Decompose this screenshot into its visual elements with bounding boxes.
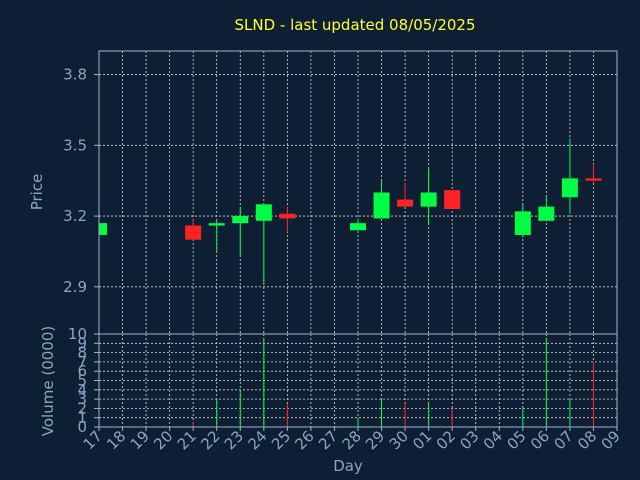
volume-tick-label: 10 xyxy=(68,325,87,343)
x-tick-label: 24 xyxy=(244,427,270,453)
price-axis-ticks: 2.9 3.2 3.5 3.8 xyxy=(63,66,99,296)
x-tick-label: 02 xyxy=(433,427,459,453)
price-axis-label: Price xyxy=(28,174,46,211)
candle-body xyxy=(585,178,602,181)
x-tick-label: 04 xyxy=(480,427,506,453)
volume-bars xyxy=(192,338,594,427)
candle-body xyxy=(397,199,414,207)
x-tick-label: 05 xyxy=(503,427,529,453)
candle-body xyxy=(99,223,107,235)
volume-tick-label: 9 xyxy=(77,334,87,352)
chart-title: SLND - last updated 08/05/2025 xyxy=(234,16,475,34)
x-tick-label: 27 xyxy=(315,427,341,453)
x-tick-label: 09 xyxy=(598,427,624,453)
candle-body xyxy=(255,204,272,221)
x-tick-label: 08 xyxy=(574,427,600,453)
price-tick-label: 3.8 xyxy=(63,66,87,84)
price-tick-label: 3.5 xyxy=(63,136,87,154)
x-tick-label: 25 xyxy=(268,427,294,453)
volume-tick-label: 7 xyxy=(77,353,87,371)
volume-tick-label: 3 xyxy=(77,390,87,408)
candle-body xyxy=(420,192,437,207)
price-tick-label: 3.2 xyxy=(63,207,87,225)
x-tick-label: 28 xyxy=(339,427,365,453)
volume-tick-label: 6 xyxy=(77,362,87,380)
volume-tick-label: 0 xyxy=(77,418,87,436)
x-tick-label: 26 xyxy=(292,427,318,453)
candle-body xyxy=(444,190,461,210)
price-grid xyxy=(99,51,617,334)
x-tick-label: 07 xyxy=(551,427,577,453)
candle-body xyxy=(350,223,366,231)
x-tick-label: 06 xyxy=(527,427,553,453)
x-tick-label: 03 xyxy=(456,427,482,453)
volume-tick-label: 5 xyxy=(77,372,87,390)
candle-body xyxy=(185,225,202,240)
volume-tick-label: 4 xyxy=(77,381,87,399)
x-tick-label: 22 xyxy=(197,427,223,453)
volume-tick-label: 8 xyxy=(77,344,87,362)
x-tick-label: 01 xyxy=(409,427,435,453)
x-tick-label: 23 xyxy=(221,427,247,453)
x-tick-label: 30 xyxy=(386,427,412,453)
volume-grid xyxy=(99,334,617,427)
candle-body xyxy=(208,223,225,226)
candle-body xyxy=(373,192,390,219)
x-tick-label: 19 xyxy=(127,427,153,453)
candle-body xyxy=(561,178,578,198)
volume-tick-label: 2 xyxy=(77,399,87,417)
x-axis-ticks: 1718192021222324252627282930010203040506… xyxy=(80,427,624,453)
x-tick-label: 18 xyxy=(103,427,129,453)
candles xyxy=(98,138,602,285)
candle-body xyxy=(232,216,249,224)
candle-body xyxy=(514,211,531,235)
candle-body xyxy=(279,213,296,219)
x-tick-label: 21 xyxy=(174,427,200,453)
x-tick-label: 29 xyxy=(362,427,388,453)
volume-axis-label: Volume (0000) xyxy=(39,326,57,436)
volume-tick-label: 1 xyxy=(77,409,87,427)
candle-body xyxy=(538,206,555,221)
x-tick-label: 20 xyxy=(150,427,176,453)
price-tick-label: 2.9 xyxy=(63,278,87,296)
x-axis-label: Day xyxy=(333,457,363,475)
